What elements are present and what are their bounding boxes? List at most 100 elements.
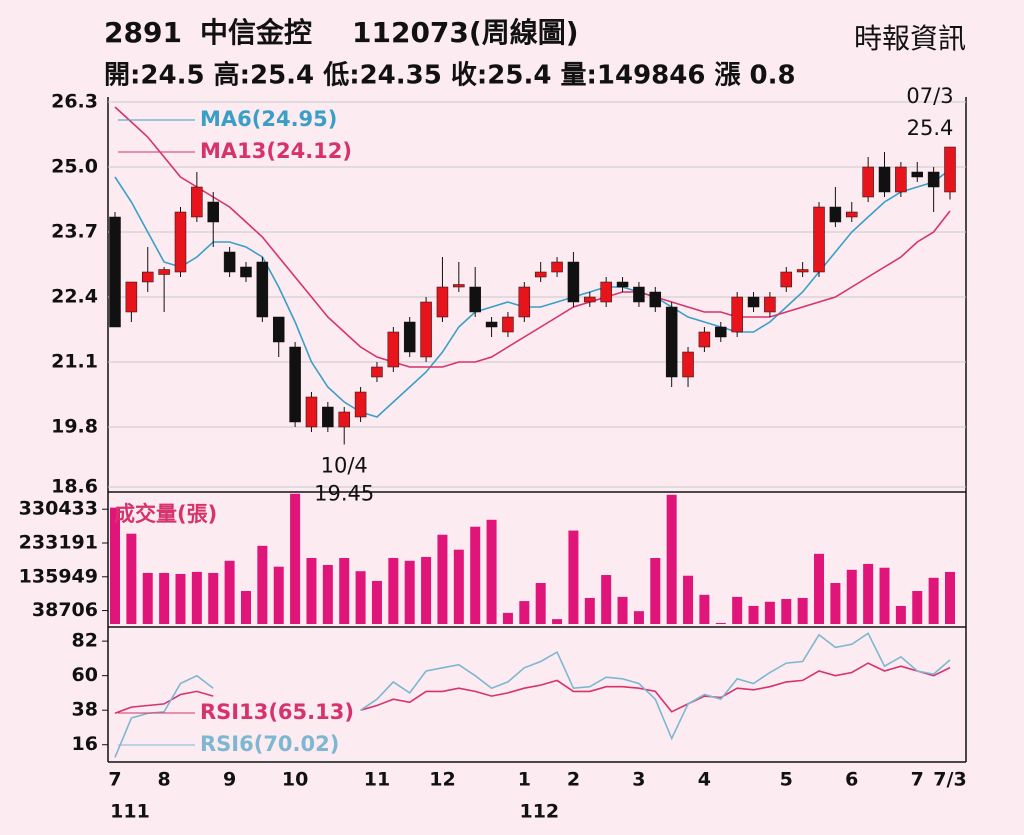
line [114,662,951,715]
volume-bar [666,494,677,624]
y-tick-label: 82 [72,630,98,652]
legend-label: MA13(24.12) [200,139,352,163]
x-tick-label: 11 [364,769,390,791]
candle-body [698,331,711,348]
y-tick-label: 23.7 [51,221,98,243]
volume-bar [388,558,399,624]
candle-body [289,346,301,423]
annotation-value: 25.4 [907,116,954,140]
volume-bar [797,597,808,624]
volume-bar [371,580,382,624]
x-tick-label: 1 [518,769,531,791]
volume-bar [846,569,857,624]
volume-bar [584,597,595,624]
candle-body [927,171,940,188]
y-tick-label: 38 [72,699,98,721]
candle-body [747,296,760,308]
candle-body [322,406,334,428]
candle-body [567,261,580,303]
y-tick-label: 330433 [19,498,98,520]
volume-bar [683,575,694,624]
y-tick-label: 18.6 [51,476,98,498]
candle-body [158,269,170,275]
candle-body [371,366,383,378]
volume-bar [224,560,235,624]
volume-bar [355,571,366,624]
candle-body [665,306,678,378]
volume-bar [928,577,939,624]
candle-body [764,296,776,313]
x-tick-label: 10 [282,769,308,791]
x-tick-label: 2 [567,769,580,791]
candle-body [682,351,694,378]
x-year-label: 112 [519,801,559,823]
x-tick-label: 7 [911,769,924,791]
candle-body [485,321,498,328]
volume-bar [273,566,284,624]
candle-body [191,186,203,218]
volume-bar [159,572,170,624]
panel-title: 成交量(張) [114,502,217,526]
y-tick-label: 16 [72,733,98,755]
candle-body [780,271,793,288]
stock-code: 2891 [104,16,182,49]
candle-body [240,266,252,278]
volume-bar [437,534,448,624]
volume-bar [732,596,743,624]
candle-body [551,261,563,273]
candle-body [518,286,531,318]
volume-bar [945,571,955,624]
y-tick-label: 38706 [32,599,98,621]
source: 時報資訊 [854,22,966,55]
volume-bar [781,598,792,624]
candle-body [829,206,842,223]
candle-body [584,296,596,303]
volume-bar [257,545,268,624]
y-tick-label: 25.0 [51,156,98,178]
volume-bar [814,553,825,624]
volume-bar [306,558,317,624]
candle-body [174,211,187,273]
candle-body [813,206,825,273]
x-tick-label: 4 [698,769,711,791]
line [114,632,951,758]
volume-bar [601,575,612,624]
candle-body [109,216,121,328]
volume-bar [290,493,301,624]
volume-bar [715,622,726,624]
candle-body [125,281,138,313]
candle-body [846,211,858,218]
frame [107,97,967,763]
line [114,168,951,418]
candle-body [207,201,219,223]
candle-body [862,166,874,198]
volume-bar [404,560,415,624]
y-tick-label: 233191 [19,531,98,553]
volume-bar [142,572,153,624]
volume-bar [633,611,644,624]
x-tick-label: 5 [780,769,793,791]
period: 112073(周線圖) [352,16,579,49]
y-tick-label: 19.8 [51,416,98,438]
y-tick-label: 60 [72,664,98,686]
candle-body [911,171,924,178]
y-tick-label: 22.4 [51,286,98,308]
candle-body [354,391,367,418]
volume-bar [748,605,759,624]
candle-body [305,396,318,428]
annotation-date: 07/3 [906,84,953,108]
candle-body [387,331,400,368]
candle-body [649,291,662,308]
candle-body [502,316,514,333]
volume-bar [879,567,890,624]
x-tick-label: 7/3 [933,769,966,791]
candle-body [436,286,449,318]
candle-body [878,166,891,193]
volume-bar [502,612,513,624]
candle-body [420,301,432,358]
y-tick-label: 135949 [19,565,98,587]
volume-bar [568,530,579,624]
volume-bar [126,533,137,624]
y-tick-label: 21.1 [51,351,98,373]
